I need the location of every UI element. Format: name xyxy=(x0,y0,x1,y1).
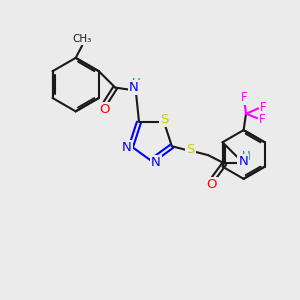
Text: CH₃: CH₃ xyxy=(73,34,92,44)
Text: F: F xyxy=(260,101,267,114)
Text: S: S xyxy=(186,143,195,156)
Text: O: O xyxy=(206,178,217,191)
Text: S: S xyxy=(160,113,169,126)
Text: N: N xyxy=(122,141,132,154)
Text: F: F xyxy=(259,112,266,126)
Text: H: H xyxy=(132,76,141,90)
Text: N: N xyxy=(238,154,248,168)
Text: N: N xyxy=(129,81,139,94)
Text: O: O xyxy=(100,103,110,116)
Text: F: F xyxy=(241,91,248,104)
Text: H: H xyxy=(242,150,250,164)
Text: N: N xyxy=(151,156,161,169)
